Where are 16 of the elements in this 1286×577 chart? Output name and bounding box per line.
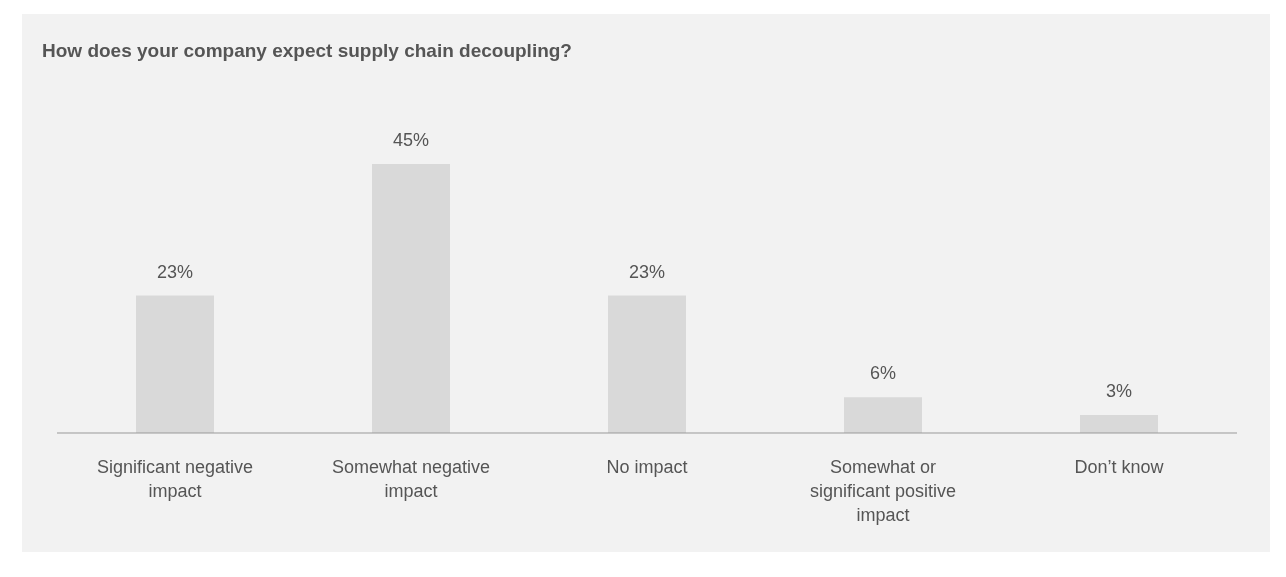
- x-tick-label: Somewhat negative impact: [331, 457, 491, 501]
- chart-title: How does your company expect supply chain decoupling?: [42, 40, 572, 62]
- data-label: 23%: [156, 261, 194, 282]
- data-label: 3%: [1105, 381, 1133, 402]
- bar: [608, 295, 686, 433]
- x-tick-label: No impact: [606, 457, 688, 477]
- x-tick-label: Significant negative impact: [96, 457, 254, 501]
- data-label: 45%: [392, 130, 430, 150]
- data-label: 6%: [869, 363, 897, 384]
- bar: [844, 397, 922, 433]
- x-tick-label: Somewhat or significant positive impact: [809, 457, 957, 525]
- bar: [1080, 415, 1158, 433]
- bar: [372, 164, 450, 433]
- x-tick-label: Don’t know: [1074, 457, 1165, 477]
- bar: [136, 295, 214, 433]
- data-label: 23%: [628, 261, 666, 282]
